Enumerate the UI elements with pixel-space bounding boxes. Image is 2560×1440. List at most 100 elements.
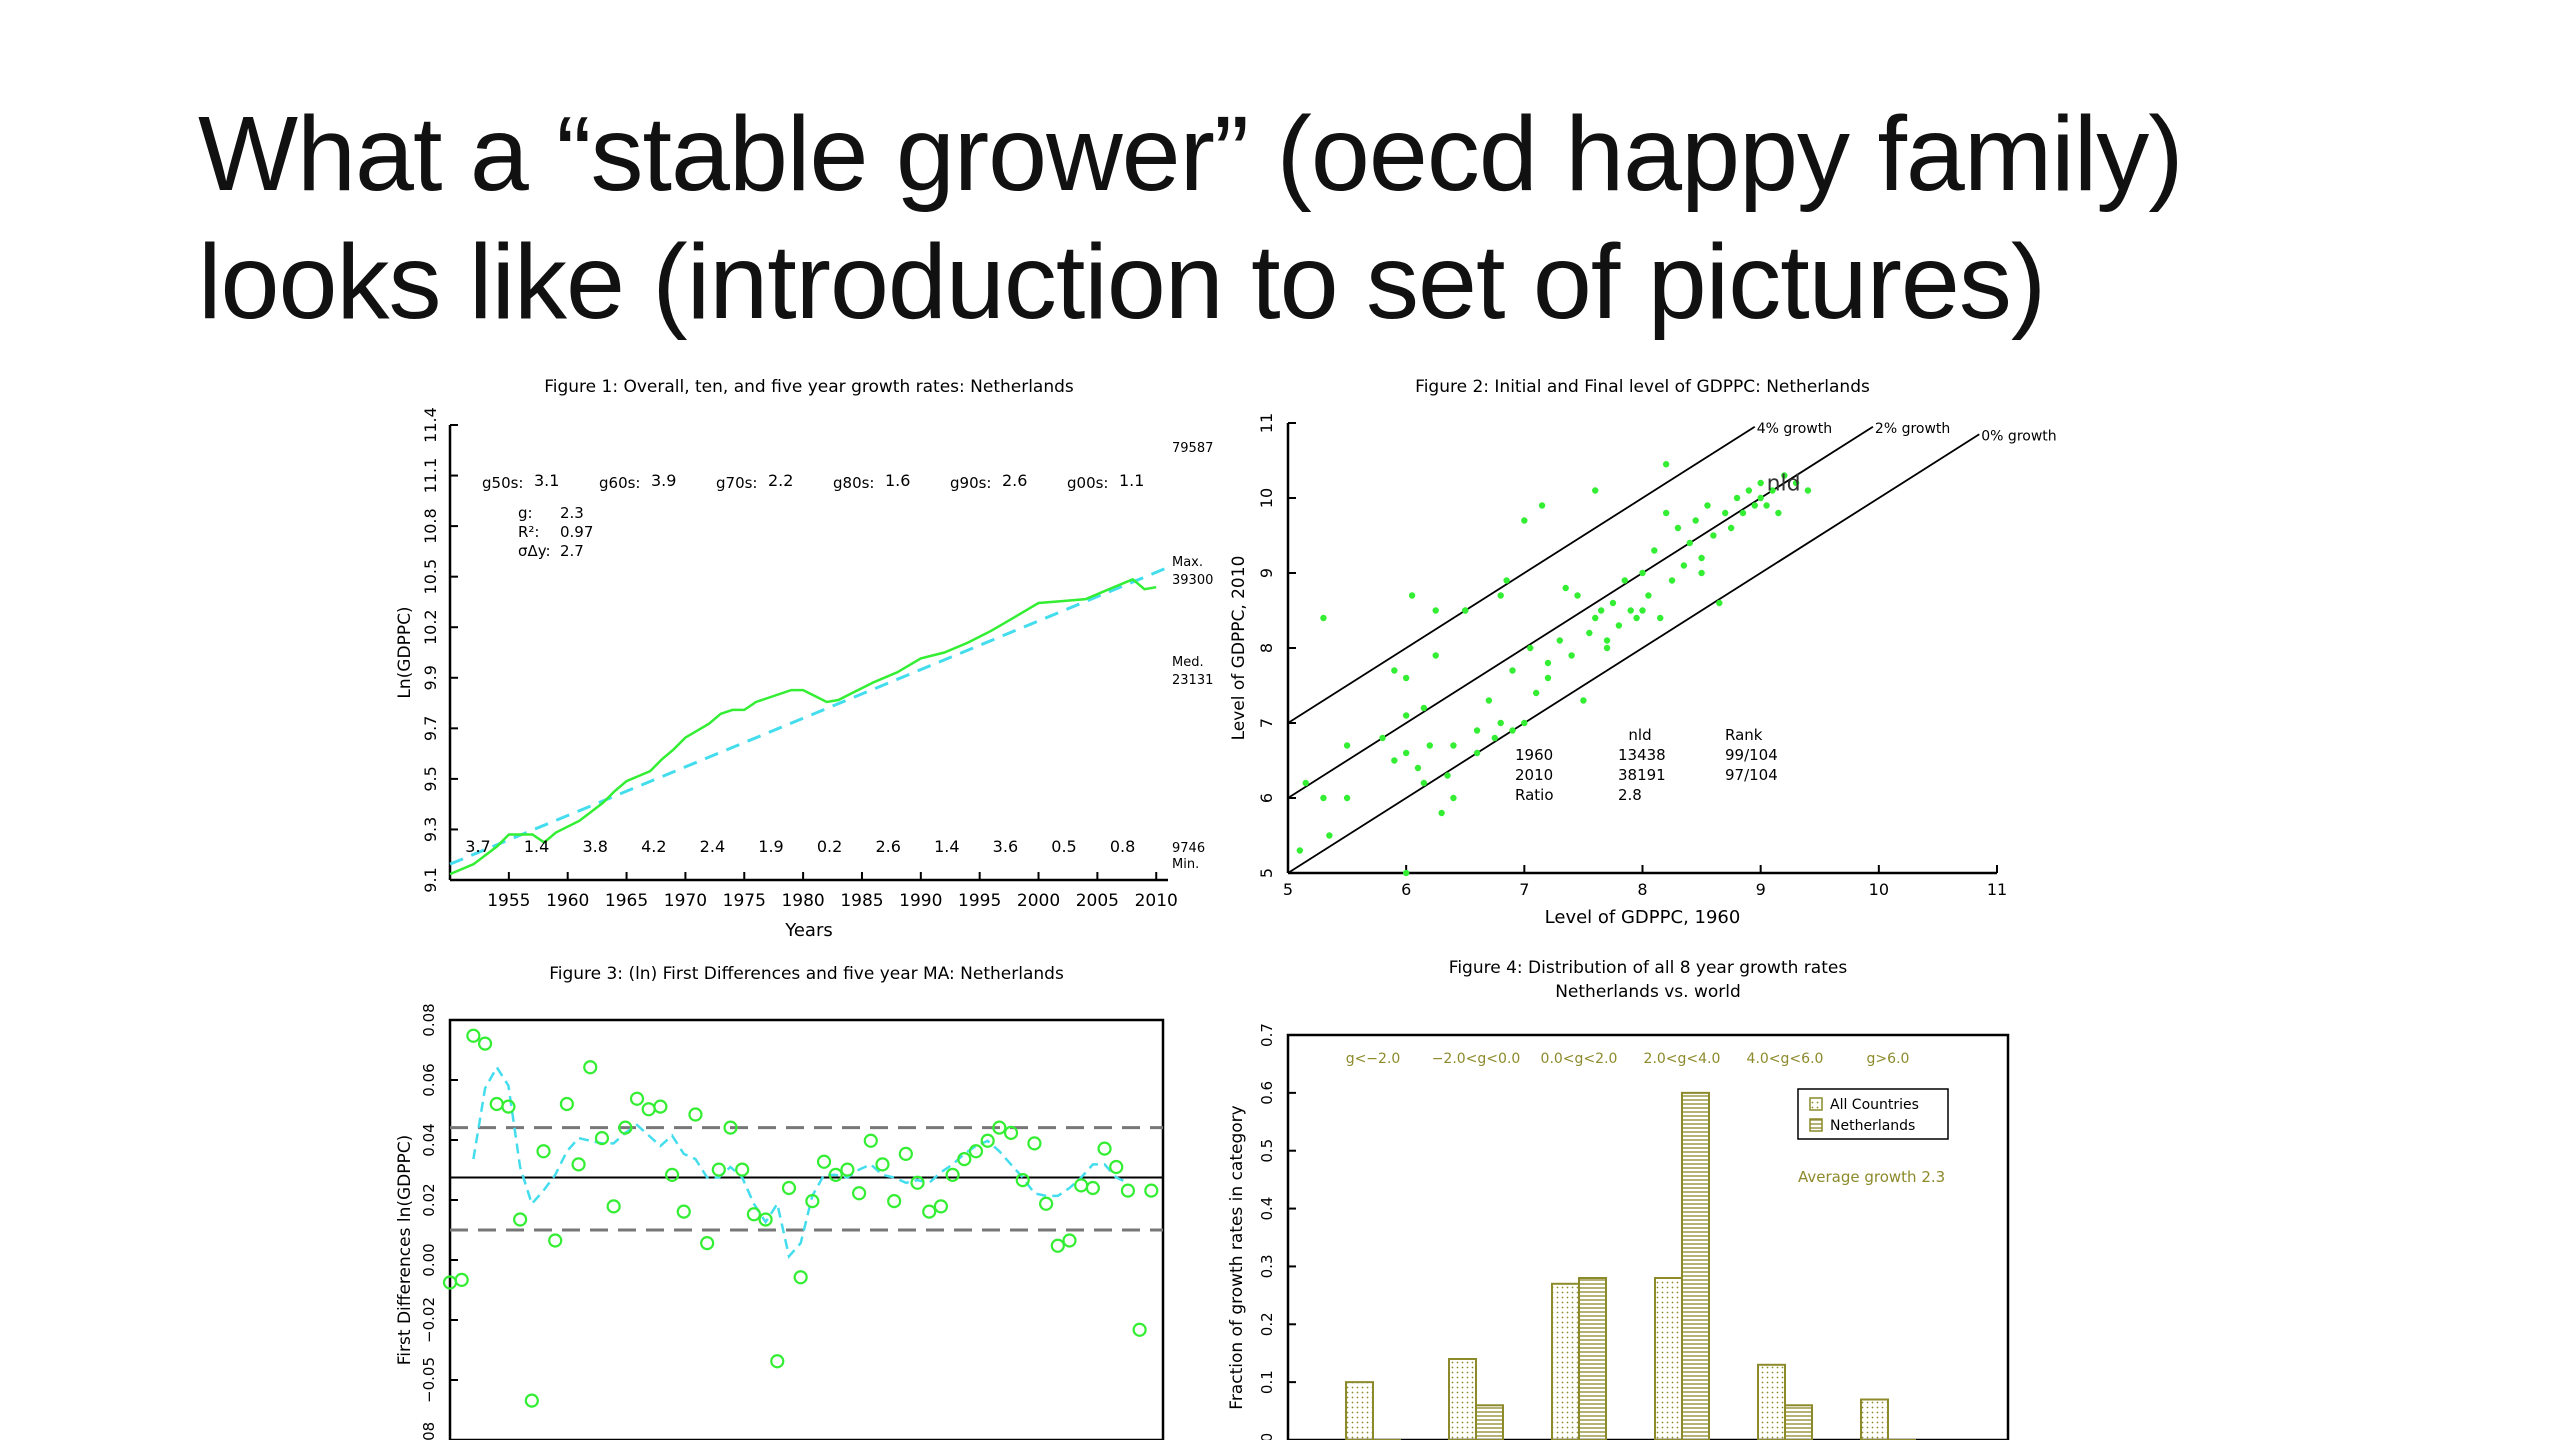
country-point — [1556, 637, 1563, 644]
y-axis-label: Fraction of growth rates in category — [1227, 1105, 1247, 1409]
growth-reference-line — [1287, 433, 1980, 874]
chart-title: Figure 1: Overall, ten, and five year gr… — [544, 377, 1074, 397]
first-difference-point — [466, 1028, 481, 1043]
x-tick-label: 5 — [1283, 880, 1293, 899]
country-point — [1775, 509, 1782, 517]
y-tick-label: 0.06 — [420, 1063, 438, 1096]
country-point — [1432, 652, 1439, 659]
x-tick-label: 2005 — [1076, 891, 1119, 911]
first-difference-point — [606, 1199, 621, 1214]
country-point — [1716, 599, 1723, 607]
country-point — [1603, 637, 1611, 644]
bar-all-countries — [1448, 1358, 1477, 1440]
country-point — [1627, 607, 1634, 614]
y-tick-label: 0.02 — [420, 1183, 438, 1216]
first-difference-point — [980, 1133, 995, 1148]
first-difference-point — [992, 1120, 1007, 1135]
country-point — [1497, 719, 1504, 727]
chart-title: Figure 3: (ln) First Differences and fiv… — [549, 964, 1064, 984]
first-difference-point — [711, 1162, 726, 1177]
country-point — [1751, 502, 1758, 509]
y-tick-label: 9 — [1257, 568, 1276, 578]
first-difference-point — [641, 1102, 656, 1117]
legend-swatch-netherlands — [1809, 1118, 1823, 1132]
country-point — [1804, 487, 1812, 494]
table-cell: 13438 — [1618, 746, 1666, 764]
y-tick-label: 0.6 — [1258, 1081, 1276, 1105]
first-difference-point — [1027, 1136, 1042, 1151]
first-difference-point — [1050, 1238, 1065, 1253]
max-level-label: 79587 — [1172, 441, 1213, 456]
five-year-rate: 3.7 — [465, 837, 490, 856]
first-difference-point — [898, 1146, 913, 1161]
growth-reference-line — [1287, 425, 1756, 724]
growth-line-label: 2% growth — [1875, 421, 1950, 437]
five-year-rate: 0.5 — [1051, 837, 1076, 856]
country-point — [1757, 479, 1764, 487]
x-tick-label: 8 — [1637, 880, 1647, 899]
country-point — [1739, 509, 1747, 517]
y-tick-label: 10.2 — [421, 609, 440, 645]
country-point — [1615, 622, 1623, 629]
first-difference-point — [629, 1091, 645, 1106]
y-tick-label: 0.00 — [420, 1243, 438, 1276]
first-difference-point — [594, 1131, 610, 1146]
y-tick-label: 7 — [1257, 718, 1276, 728]
country-point — [1763, 502, 1770, 509]
country-point — [1698, 554, 1705, 562]
country-point — [1527, 644, 1534, 652]
plot-frame — [448, 1018, 1165, 1440]
first-difference-point — [968, 1144, 984, 1159]
figure-1-growth-rates-chart: Figure 1: Overall, ten, and five year gr… — [395, 377, 1213, 941]
first-difference-point — [875, 1157, 890, 1172]
y-tick-label: 9.9 — [421, 665, 440, 690]
growth-line-label: 0% growth — [1981, 428, 2056, 444]
country-point — [1692, 517, 1699, 524]
table-cell: 2.8 — [1618, 786, 1642, 804]
country-point — [1521, 517, 1528, 524]
country-point — [1414, 764, 1422, 772]
first-difference-point — [676, 1204, 691, 1219]
five-year-rate: 1.4 — [524, 837, 549, 856]
y-axis-label: First Differences ln(GDPPC) — [395, 1135, 415, 1365]
decade-rate-value: 3.9 — [651, 471, 676, 490]
country-point — [1444, 772, 1451, 779]
country-point — [1639, 607, 1646, 614]
table-row-label: 1960 — [1515, 746, 1553, 764]
five-year-rate: 3.6 — [993, 837, 1018, 856]
decade-rate-value: 2.2 — [768, 471, 793, 490]
table-row-label: 2010 — [1515, 766, 1553, 784]
first-difference-point — [723, 1120, 738, 1135]
y-tick-label: 10 — [1257, 488, 1276, 508]
first-difference-point — [816, 1154, 832, 1169]
bar-all-countries — [1654, 1277, 1683, 1440]
decade-rate-label: g80s: — [833, 474, 874, 492]
country-point — [1609, 599, 1617, 607]
trend-line — [449, 566, 1169, 866]
first-difference-point — [571, 1157, 586, 1172]
first-difference-point — [887, 1194, 902, 1209]
country-point — [1662, 509, 1670, 517]
first-difference-point — [1132, 1322, 1147, 1337]
first-difference-point — [1097, 1141, 1112, 1156]
country-point — [1574, 592, 1581, 599]
chart-title: Figure 4: Distribution of all 8 year gro… — [1449, 958, 1848, 978]
growth-line-label: 4% growth — [1757, 421, 1832, 437]
first-difference-point — [1003, 1125, 1019, 1140]
slide-title: What a “stable grower” (oecd happy famil… — [198, 90, 2498, 346]
median-value: 23131 — [1172, 673, 1213, 688]
x-axis-label: Years — [784, 920, 833, 941]
country-point — [1402, 674, 1410, 682]
nld-label: nld — [1767, 472, 1801, 497]
table-header: nld — [1628, 726, 1651, 744]
five-year-rate: 0.8 — [1110, 837, 1135, 856]
figure-3-first-differences-chart: Figure 3: (ln) First Differences and fiv… — [395, 964, 1165, 1440]
first-difference-point — [1120, 1183, 1136, 1198]
chart-subtitle: Netherlands vs. world — [1555, 982, 1741, 1002]
x-tick-label: 6 — [1401, 880, 1411, 899]
moving-average-line — [472, 1064, 1129, 1259]
x-tick-label: 9 — [1756, 880, 1766, 899]
bar-all-countries — [1345, 1381, 1374, 1440]
y-tick-label: −0.05 — [420, 1357, 438, 1403]
first-difference-point — [805, 1194, 820, 1209]
